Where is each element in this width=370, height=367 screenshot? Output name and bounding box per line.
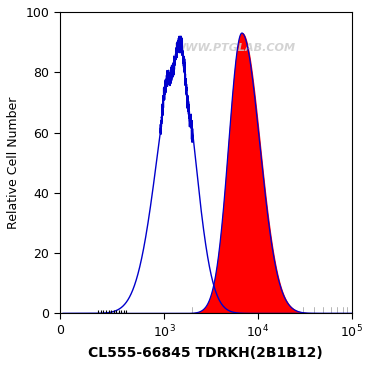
Text: WWW.PTGLAB.COM: WWW.PTGLAB.COM (174, 43, 296, 53)
Y-axis label: Relative Cell Number: Relative Cell Number (7, 97, 20, 229)
X-axis label: CL555-66845 TDRKH(2B1B12): CL555-66845 TDRKH(2B1B12) (88, 346, 323, 360)
